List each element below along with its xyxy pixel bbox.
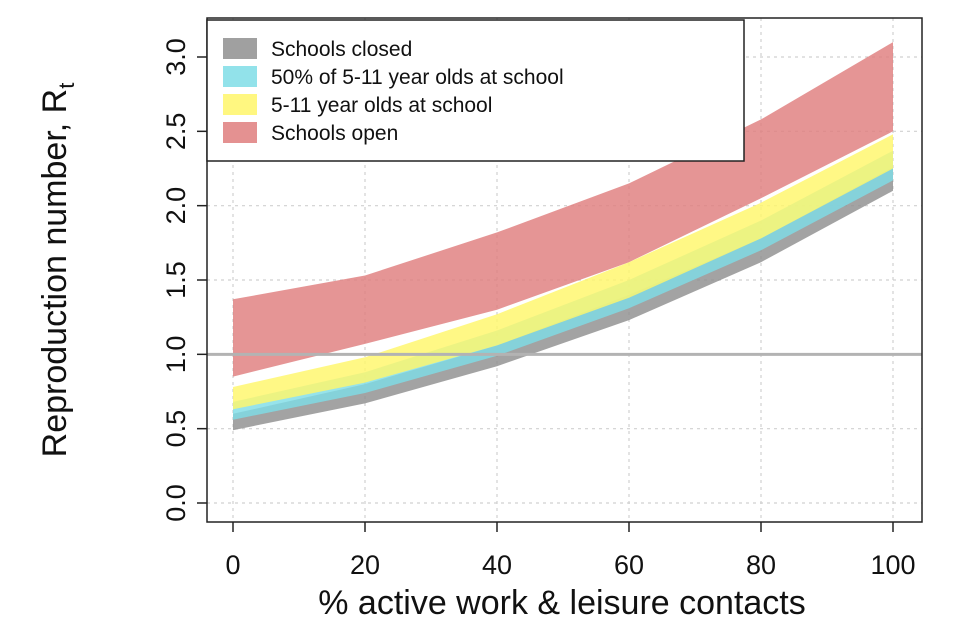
y-axis-title: Reproduction number, Rt: [36, 83, 79, 458]
legend-label: 5-11 year olds at school: [271, 94, 492, 117]
y-tick-label: 3.0: [161, 38, 191, 76]
plot-frame: [206, 17, 923, 523]
axes-layer: 0 20 40 60 80 100 0.0 0.5 1.0 1.5 2.0 2.5 3.0: [161, 38, 916, 580]
x-tick-label: 40: [482, 550, 512, 580]
y-axis-title-group: Reproduction number, Rt: [36, 83, 79, 458]
x-tick-label: 60: [614, 550, 644, 580]
y-tick-label: 2.0: [161, 187, 191, 225]
legend-label: 50% of 5-11 year olds at school: [271, 66, 564, 89]
y-axis-title-subscript: t: [54, 83, 79, 89]
legend-items: Schools closed 50% of 5-11 year olds at s…: [223, 38, 564, 145]
y-axis-title-main: Reproduction number, R: [36, 89, 74, 458]
y-tick-label: 0.0: [161, 484, 191, 522]
bands-layer: [233, 42, 893, 431]
y-tick-label: 2.5: [161, 113, 191, 151]
legend-item: Schools open: [223, 122, 398, 145]
legend-label: Schools closed: [271, 38, 412, 61]
band-schools-open: [233, 42, 893, 377]
x-tick-label: 0: [225, 550, 240, 580]
legend-label: Schools open: [271, 122, 398, 145]
y-tick-label: 1.5: [161, 261, 191, 299]
y-tick-label: 1.0: [161, 336, 191, 374]
x-axis-title: % active work & leisure contacts: [318, 584, 806, 622]
legend-item: Schools closed: [223, 38, 412, 61]
legend-box: [206, 19, 745, 162]
y-tick-label: 0.5: [161, 410, 191, 448]
legend-swatch: [223, 122, 257, 143]
legend-item: 5-11 year olds at school: [223, 94, 492, 117]
x-tick-label: 20: [350, 550, 380, 580]
legend-item: 50% of 5-11 year olds at school: [223, 66, 564, 89]
band-5-11-year-olds-at-school: [233, 134, 893, 410]
x-tick-label: 100: [870, 550, 915, 580]
legend-swatch: [223, 94, 257, 115]
legend-swatch: [223, 66, 257, 87]
legend-swatch: [223, 38, 257, 59]
legend: Schools closed 50% of 5-11 year olds at s…: [206, 19, 745, 162]
x-tick-label: 80: [746, 550, 776, 580]
